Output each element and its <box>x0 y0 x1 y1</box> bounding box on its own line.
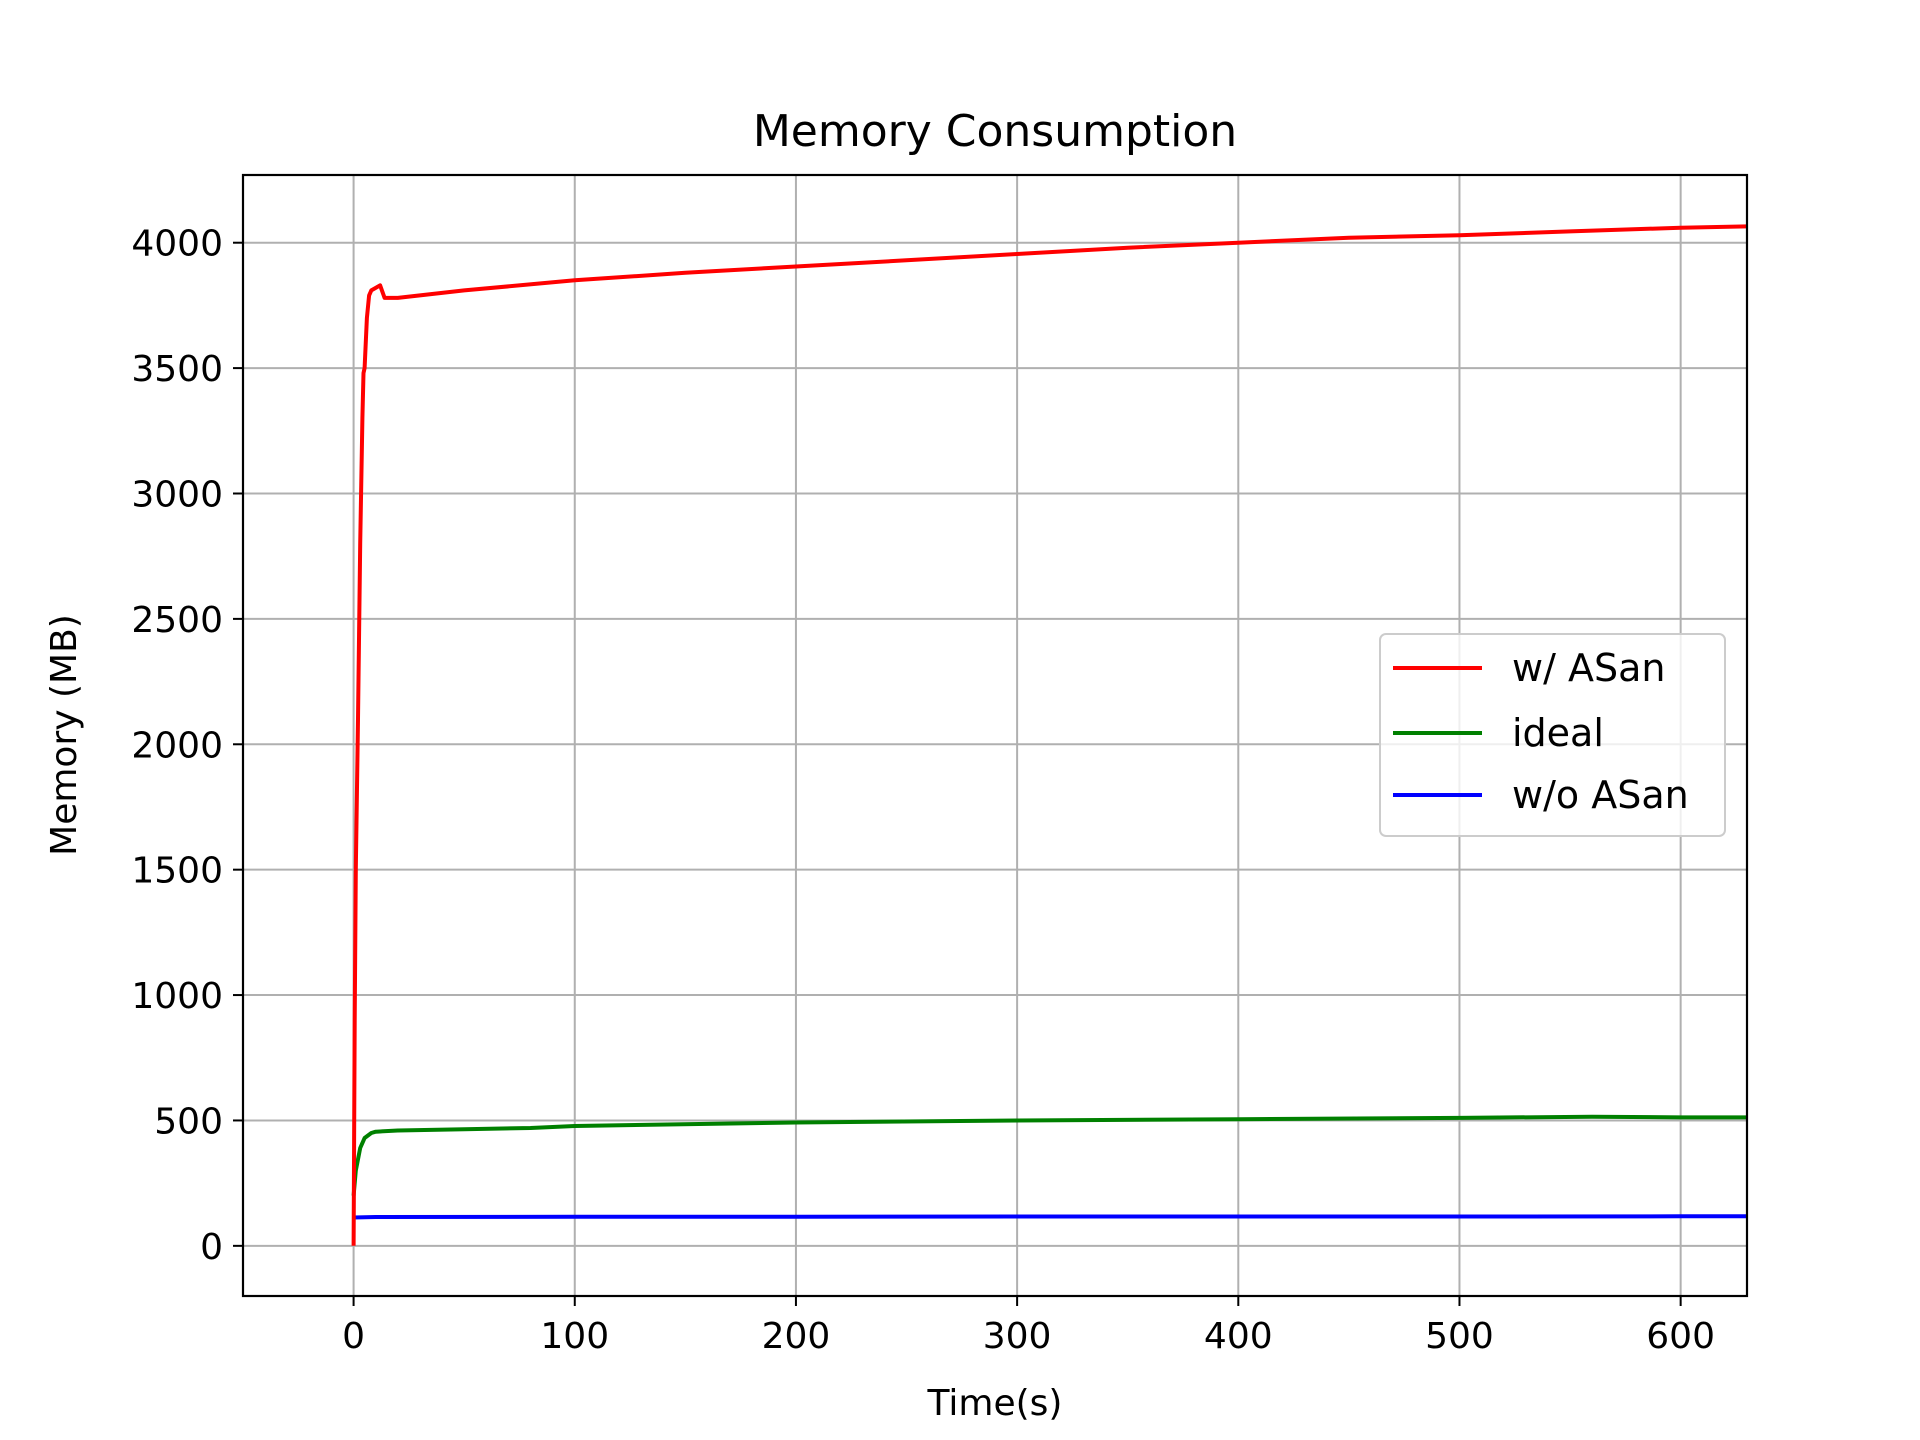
x-tick-label: 400 <box>1204 1316 1273 1357</box>
legend: w/ ASan ideal w/o ASan <box>1379 633 1726 837</box>
series-line-0 <box>351 224 1748 1246</box>
y-tick-label: 2500 <box>131 600 223 641</box>
x-tick-label: 500 <box>1425 1316 1494 1357</box>
chart-title: Memory Consumption <box>753 106 1237 157</box>
y-tick-label: 3000 <box>131 474 223 515</box>
x-tick-label: 300 <box>983 1316 1052 1357</box>
legend-label: ideal <box>1512 711 1604 755</box>
y-tick-label: 500 <box>154 1101 223 1142</box>
series-lines <box>351 224 1748 1246</box>
y-tick-label: 1500 <box>131 851 223 892</box>
x-tick-label: 600 <box>1646 1316 1715 1357</box>
axis-ticks: 0 100 200 300 400 500 600 0 500 1000 1500 2000 2500 3… <box>131 224 1715 1357</box>
x-tick-label: 100 <box>540 1316 609 1357</box>
x-axis-label: Time(s) <box>927 1383 1063 1424</box>
y-tick-label: 3500 <box>131 349 223 390</box>
y-tick-label: 0 <box>200 1227 223 1268</box>
legend-box <box>1379 633 1726 837</box>
x-tick-label: 0 <box>342 1316 365 1357</box>
legend-label: w/o ASan <box>1512 773 1689 817</box>
y-tick-label: 2000 <box>131 725 223 766</box>
y-tick-label: 4000 <box>131 224 223 265</box>
series-line-2 <box>353 1214 1747 1220</box>
plot-frame <box>241 173 1749 1298</box>
y-axis-label: Memory (MB) <box>44 614 85 856</box>
series-line-1 <box>351 1114 1747 1196</box>
legend-label: w/ ASan <box>1512 646 1665 690</box>
x-tick-label: 200 <box>762 1316 831 1357</box>
y-tick-label: 1000 <box>131 976 223 1017</box>
grid-lines <box>243 175 1747 1296</box>
